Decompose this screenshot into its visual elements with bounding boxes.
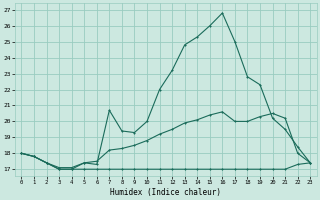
X-axis label: Humidex (Indice chaleur): Humidex (Indice chaleur) bbox=[110, 188, 221, 197]
